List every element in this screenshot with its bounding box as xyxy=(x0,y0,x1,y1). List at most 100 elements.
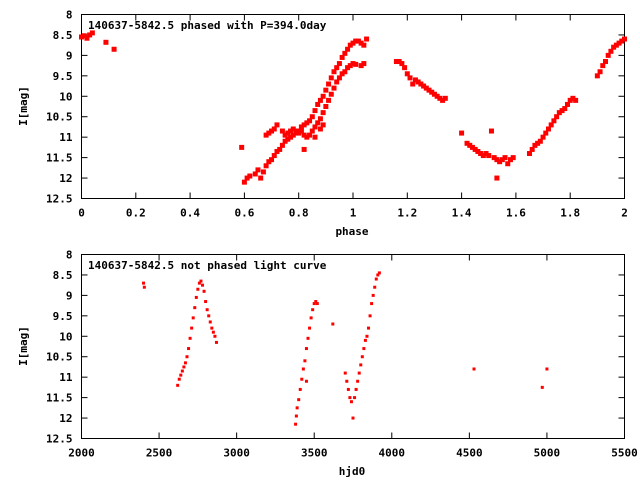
phased-data-point xyxy=(266,130,272,136)
phased-data-point xyxy=(304,120,310,126)
phased-x-tick-label: 0.2 xyxy=(126,207,146,220)
unphased-data-point xyxy=(303,359,307,363)
phased-data-point xyxy=(309,128,315,134)
phased-data-point xyxy=(475,148,481,154)
phased-data-point xyxy=(543,130,549,136)
phased-data-point xyxy=(312,134,318,140)
phased-data-point xyxy=(274,122,280,128)
phased-x-tick-label: 0 xyxy=(78,207,85,220)
unphased-data-point xyxy=(213,334,217,338)
phased-data-point xyxy=(269,157,275,163)
phased-data-point xyxy=(361,42,367,48)
phased-data-point xyxy=(89,30,95,36)
unphased-data-points xyxy=(142,271,549,426)
unphased-data-point xyxy=(304,379,308,383)
phased-data-point xyxy=(464,140,470,146)
phased-data-point xyxy=(320,93,326,99)
phased-data-point xyxy=(505,161,511,167)
phased-data-point xyxy=(502,155,508,161)
unphased-x-tick-label: 3500 xyxy=(301,447,328,460)
phased-data-point xyxy=(350,40,356,46)
phased-data-point xyxy=(355,38,361,44)
unphased-data-point xyxy=(177,377,181,381)
phased-data-point xyxy=(499,157,505,163)
phased-data-point xyxy=(328,91,334,97)
phased-data-point xyxy=(556,110,562,116)
unphased-data-point xyxy=(214,340,218,344)
phased-data-point xyxy=(331,85,337,91)
phased-x-tick-label: 0.8 xyxy=(289,207,309,220)
phased-data-point xyxy=(336,61,342,67)
unphased-y-axis-title: I[mag] xyxy=(17,326,30,366)
phased-data-point xyxy=(323,104,329,109)
unphased-data-point xyxy=(360,355,364,359)
unphased-data-point xyxy=(370,302,374,306)
phased-data-point xyxy=(263,163,269,169)
unphased-data-point xyxy=(351,416,355,420)
phased-data-point xyxy=(554,114,560,120)
phased-data-point xyxy=(469,144,475,150)
unphased-data-point xyxy=(301,367,305,371)
phased-data-point xyxy=(285,130,291,136)
phased-data-point xyxy=(266,159,272,165)
phased-data-point xyxy=(345,46,351,52)
phased-data-point xyxy=(317,126,323,132)
phased-data-point xyxy=(301,122,307,128)
phased-data-point xyxy=(402,65,408,71)
phased-data-point xyxy=(296,130,302,136)
phased-data-point xyxy=(548,122,554,128)
phased-data-point xyxy=(602,59,608,65)
phased-data-point xyxy=(350,61,356,67)
phased-data-point xyxy=(353,38,359,44)
phased-data-point xyxy=(421,83,427,89)
unphased-y-tick-label: 12 xyxy=(59,412,72,425)
phased-data-point xyxy=(437,95,443,101)
unphased-y-tick-label: 11.5 xyxy=(46,392,73,405)
phased-y-tick-label: 8.5 xyxy=(53,29,73,42)
unphased-data-point xyxy=(374,277,378,281)
phased-data-point xyxy=(358,40,364,46)
phased-x-tick-label: 0.4 xyxy=(180,207,200,220)
phased-data-point xyxy=(535,140,541,146)
unphased-data-point xyxy=(190,326,194,330)
phased-data-point xyxy=(510,155,516,161)
phased-data-point xyxy=(540,134,546,140)
unphased-panel: 2000 2500 3000 3500 4000 4500 5000 5500 8 8.5 9 9.5… xyxy=(17,249,638,479)
phased-data-point xyxy=(315,101,321,107)
phased-data-point xyxy=(111,46,117,52)
phased-data-point xyxy=(537,138,543,144)
unphased-y-tick-label: 9 xyxy=(66,289,73,302)
unphased-data-point xyxy=(354,387,358,391)
unphased-data-point xyxy=(179,373,183,377)
phased-x-tick-label: 1.2 xyxy=(397,207,417,220)
unphased-data-point xyxy=(309,316,313,320)
phased-data-point xyxy=(440,97,446,103)
phased-data-point xyxy=(361,61,367,67)
phased-data-point xyxy=(478,151,484,157)
phased-data-point xyxy=(491,155,497,161)
phased-data-point xyxy=(298,124,304,130)
unphased-data-point xyxy=(373,285,377,289)
phased-data-point xyxy=(467,142,473,148)
phased-y-tick-label: 10 xyxy=(59,90,72,103)
unphased-x-tick-label: 3000 xyxy=(223,447,250,460)
phased-data-point xyxy=(404,71,410,77)
phased-data-point xyxy=(334,79,340,85)
phased-data-point xyxy=(573,97,579,103)
unphased-data-point xyxy=(294,414,298,418)
unphased-data-point xyxy=(298,387,302,391)
phased-data-point xyxy=(255,167,261,173)
phased-data-point xyxy=(301,146,307,152)
unphased-data-point xyxy=(205,308,209,312)
phased-data-point xyxy=(277,146,283,152)
phased-data-point xyxy=(81,33,87,39)
phased-data-point xyxy=(494,175,500,181)
unphased-y-tick-label: 8.5 xyxy=(53,269,73,282)
phased-data-point xyxy=(244,175,250,181)
unphased-data-point xyxy=(199,279,203,283)
phased-data-point xyxy=(252,171,258,177)
phased-data-point xyxy=(570,95,576,101)
phased-data-point xyxy=(269,128,275,134)
phased-x-tick-label: 1 xyxy=(350,207,357,220)
phased-data-point xyxy=(529,146,535,152)
